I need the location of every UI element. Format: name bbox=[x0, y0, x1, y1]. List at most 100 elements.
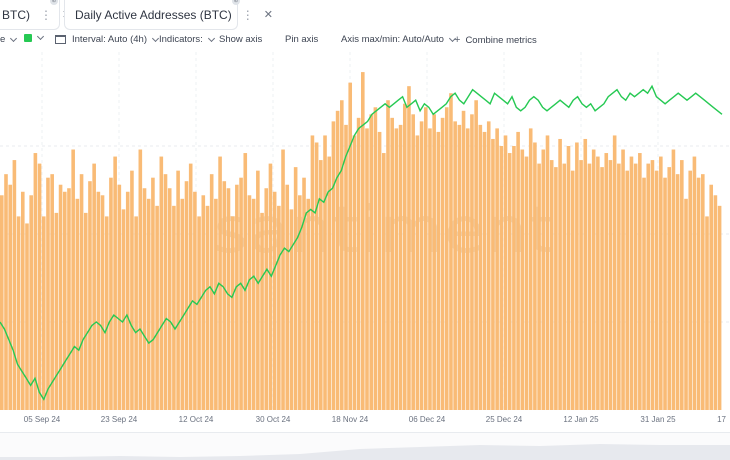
x-tick-label: 17 bbox=[717, 415, 726, 424]
x-tick-label: 25 Dec 24 bbox=[486, 415, 523, 424]
bar bbox=[121, 209, 126, 410]
bar bbox=[277, 205, 281, 410]
bar bbox=[268, 163, 273, 410]
bar bbox=[688, 170, 693, 410]
chart-settings-toolbar: e Interval: Auto (4h) Indicators: Show a… bbox=[0, 30, 730, 50]
bar bbox=[314, 142, 319, 410]
bar bbox=[96, 191, 101, 410]
bar bbox=[247, 195, 252, 410]
bar bbox=[25, 223, 29, 410]
bar bbox=[461, 110, 466, 411]
bar bbox=[486, 121, 491, 411]
bar bbox=[591, 149, 596, 410]
bar bbox=[20, 191, 25, 410]
bar bbox=[604, 153, 609, 410]
bar bbox=[113, 156, 117, 410]
bar bbox=[16, 216, 21, 410]
bar bbox=[646, 163, 651, 410]
bar bbox=[600, 167, 604, 410]
color-swatch-icon bbox=[24, 34, 32, 42]
bar bbox=[197, 216, 201, 410]
bar bbox=[285, 184, 290, 410]
bar bbox=[675, 174, 680, 410]
bar bbox=[638, 153, 642, 410]
bar bbox=[298, 195, 302, 410]
bar bbox=[696, 177, 701, 410]
bar bbox=[214, 198, 218, 410]
bar bbox=[302, 177, 306, 410]
bar bbox=[667, 167, 672, 410]
bar bbox=[545, 135, 550, 410]
bar bbox=[142, 188, 147, 410]
price-line bbox=[0, 84, 723, 401]
bar bbox=[390, 117, 394, 410]
bar bbox=[327, 156, 332, 410]
bar bbox=[125, 191, 130, 410]
bar bbox=[436, 131, 441, 411]
tab-price-btc[interactable]: BTC) ⋮ ✕ ⊘ bbox=[0, 0, 71, 30]
bar bbox=[344, 124, 348, 410]
bar bbox=[709, 184, 714, 410]
chevron-down-icon bbox=[207, 34, 215, 42]
bar bbox=[524, 156, 529, 410]
bar bbox=[180, 198, 185, 410]
bar bbox=[671, 149, 676, 410]
bar bbox=[88, 181, 92, 410]
show-axis-toggle[interactable]: Show axis bbox=[219, 34, 262, 45]
chart-style-label: e bbox=[0, 34, 6, 45]
bar bbox=[310, 135, 315, 410]
bar bbox=[499, 146, 504, 410]
bar bbox=[356, 117, 361, 410]
bar bbox=[100, 195, 105, 410]
bar bbox=[260, 212, 264, 410]
bar bbox=[0, 195, 4, 410]
bar bbox=[465, 128, 470, 410]
bar bbox=[104, 216, 109, 410]
bar bbox=[516, 131, 520, 411]
bar bbox=[331, 121, 336, 411]
bar bbox=[159, 156, 164, 410]
combine-metrics-button[interactable]: + Combine metrics bbox=[454, 34, 537, 46]
bar bbox=[54, 212, 59, 410]
bar bbox=[201, 195, 206, 410]
bar bbox=[109, 177, 113, 410]
bar bbox=[562, 163, 567, 410]
calendar-icon bbox=[55, 35, 66, 44]
indicators-dropdown[interactable]: Indicators: bbox=[159, 34, 215, 45]
bar bbox=[587, 163, 592, 410]
bar bbox=[398, 124, 403, 410]
close-icon[interactable]: ✕ bbox=[263, 9, 273, 21]
axis-maxmin-dropdown[interactable]: Axis max/min: Auto/Auto bbox=[341, 34, 457, 45]
bar bbox=[411, 114, 415, 410]
kebab-menu-icon[interactable]: ⋮ bbox=[40, 7, 52, 22]
bar bbox=[230, 216, 235, 410]
x-tick-label: 18 Nov 24 bbox=[332, 415, 369, 424]
bar bbox=[83, 212, 88, 410]
bar bbox=[533, 142, 537, 410]
bar bbox=[335, 110, 340, 411]
pin-axis-toggle[interactable]: Pin axis bbox=[285, 34, 318, 45]
bar bbox=[583, 138, 588, 410]
bar bbox=[134, 216, 138, 410]
bar bbox=[130, 170, 134, 410]
bar bbox=[449, 93, 453, 410]
interval-dropdown[interactable]: Interval: Auto (4h) bbox=[55, 34, 160, 45]
chart-style-dropdown[interactable]: e bbox=[0, 34, 18, 45]
bar bbox=[323, 135, 327, 410]
x-tick-label: 05 Sep 24 bbox=[24, 415, 61, 424]
x-axis: 05 Sep 24 23 Sep 24 12 Oct 24 30 Oct 24 18 N… bbox=[24, 415, 727, 424]
bar bbox=[415, 135, 420, 410]
bar bbox=[62, 191, 67, 410]
bar bbox=[71, 149, 75, 410]
bar bbox=[306, 198, 311, 410]
tab-daily-active-addresses[interactable]: Daily Active Addresses (BTC) ⋮ ✕ ⊘ bbox=[64, 0, 273, 30]
color-dropdown[interactable] bbox=[24, 32, 45, 42]
range-navigator[interactable] bbox=[0, 432, 730, 460]
bar bbox=[146, 198, 151, 410]
bar bbox=[264, 188, 269, 410]
kebab-menu-icon[interactable]: ⋮ bbox=[241, 7, 254, 22]
bar bbox=[209, 174, 214, 410]
bar bbox=[352, 135, 357, 410]
bar bbox=[625, 170, 630, 410]
